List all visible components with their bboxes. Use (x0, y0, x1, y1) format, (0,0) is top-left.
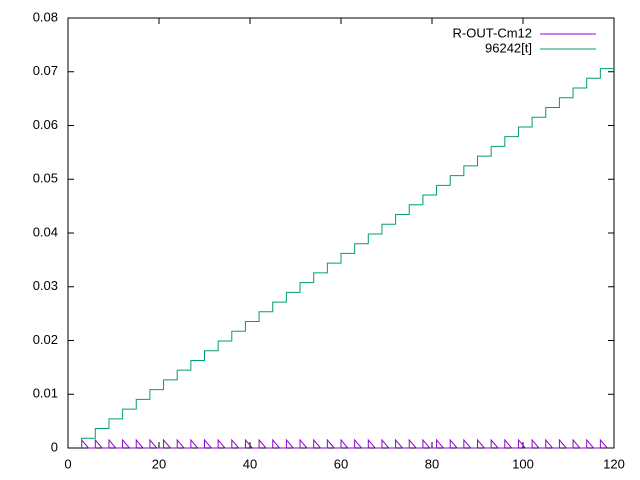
x-tick-label: 80 (425, 456, 439, 471)
x-tick-label: 120 (603, 456, 625, 471)
y-tick-label: 0.05 (33, 171, 58, 186)
legend-label: 96242[t] (485, 40, 532, 55)
y-tick-label: 0.04 (33, 224, 58, 239)
x-tick-label: 20 (152, 456, 166, 471)
y-tick-label: 0.01 (33, 386, 58, 401)
y-tick-label: 0 (51, 439, 58, 454)
y-tick-label: 0.07 (33, 63, 58, 78)
y-tick-label: 0.03 (33, 278, 58, 293)
x-tick-label: 60 (334, 456, 348, 471)
x-tick-label: 0 (64, 456, 71, 471)
series-line (81, 438, 608, 449)
y-tick-label: 0.02 (33, 332, 58, 347)
y-tick-label: 0.08 (33, 9, 58, 24)
x-tick-label: 100 (512, 456, 534, 471)
series-line (81, 68, 614, 448)
y-tick-label: 0.06 (33, 117, 58, 132)
x-tick-label: 40 (243, 456, 257, 471)
legend-label: R-OUT-Cm12 (453, 25, 532, 40)
plot-frame (67, 17, 615, 449)
